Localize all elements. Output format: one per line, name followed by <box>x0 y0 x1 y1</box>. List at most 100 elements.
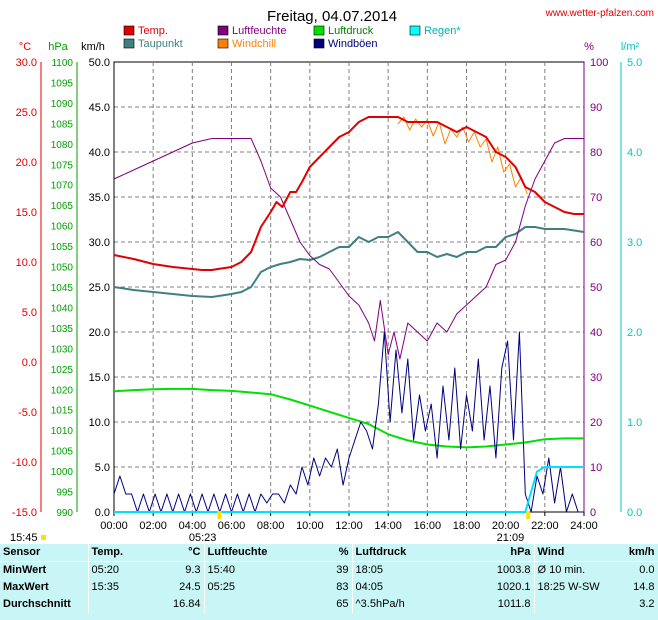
y-tick-label-wind: 40.0 <box>89 147 110 159</box>
stats-cell: 83 <box>320 579 353 596</box>
chart-background <box>0 0 658 544</box>
stats-cell: Ø 10 min. <box>537 564 586 576</box>
y-tick-label-press: 995 <box>56 488 73 499</box>
x-tick-label: 02:00 <box>139 520 167 532</box>
y-tick-label-wind: 0.0 <box>95 507 110 519</box>
stats-cell: ^3.5hPa/h <box>355 598 405 610</box>
legend: Temp. Luftfeuchte Luftdruck Regen* Taupunkt W… <box>123 25 461 50</box>
legend-swatch <box>123 25 135 36</box>
x-tick-label: 06:00 <box>218 520 246 532</box>
unit-label-wind: km/h <box>81 41 105 53</box>
y-tick-label-temp: -10.0 <box>12 457 37 469</box>
x-tick-label: 12:00 <box>335 520 363 532</box>
x-tick-label: 16:00 <box>414 520 442 532</box>
stats-header-temp-unit: °C <box>130 544 205 562</box>
legend-swatch <box>409 25 421 36</box>
y-tick-label-hum: 70 <box>590 192 602 204</box>
stats-cell: 0.0 <box>618 561 658 579</box>
stats-row-label: Durchschnitt <box>0 596 89 613</box>
stats-cell: 05:20 <box>91 564 120 576</box>
y-tick-label-wind: 30.0 <box>89 237 110 249</box>
y-tick-label-wind: 20.0 <box>89 327 110 339</box>
y-tick-label-wind: 50.0 <box>89 57 110 69</box>
y-tick-label-hum: 50 <box>590 282 602 294</box>
stats-row-avg: Durchschnitt 16.84 65 ^3.5hPa/h 1011.8 3… <box>0 596 658 613</box>
y-tick-label-press: 1080 <box>51 140 74 151</box>
stats-cell: 16.84 <box>130 596 205 613</box>
legend-label: Windchill <box>232 38 276 50</box>
series-line-gust <box>113 331 584 513</box>
y-tick-label-press: 1045 <box>51 283 74 294</box>
y-tick-label-hum: 100 <box>590 57 608 69</box>
stats-row-label: MaxWert <box>0 579 89 596</box>
chart-title: Freitag, 04.07.2014 <box>267 8 397 25</box>
x-tick-label: 18:00 <box>453 520 481 532</box>
stats-header-hum-unit: % <box>320 544 353 562</box>
x-tick-label: 04:00 <box>179 520 207 532</box>
stats-header-wind: Wind <box>534 544 619 562</box>
y-tick-label-temp: 0.0 <box>22 357 37 369</box>
stats-cell: 1003.8 <box>486 561 535 579</box>
stats-header-press: Luftdruck <box>352 544 487 562</box>
weather-chart: Freitag, 04.07.2014 www.wetter-pfalzen.c… <box>0 0 658 544</box>
stats-row-label: MinWert <box>0 561 89 579</box>
series-line-press <box>113 387 584 449</box>
stats-cell <box>88 596 130 613</box>
y-tick-label-temp: -15.0 <box>12 507 37 519</box>
y-tick-label-temp: 5.0 <box>22 307 37 319</box>
sunrise-label: 05:23 <box>189 532 217 544</box>
x-tick-label: 00:00 <box>100 520 128 532</box>
stats-header-temp: Temp. <box>88 544 130 562</box>
y-tick-label-press: 1050 <box>51 263 74 274</box>
x-tick-label: 22:00 <box>531 520 559 532</box>
stats-cell: 1020.1 <box>486 579 535 596</box>
y-tick-label-press: 1095 <box>51 78 74 89</box>
y-tick-label-temp: 10.0 <box>16 257 37 269</box>
y-tick-label-press: 1035 <box>51 324 74 335</box>
stats-table: Sensor Temp. °C Luftfeuchte % Luftdruck … <box>0 544 658 620</box>
y-tick-label-hum: 30 <box>590 372 602 384</box>
x-tick-label: 24:00 <box>570 520 598 532</box>
y-tick-label-press: 1000 <box>51 467 74 478</box>
stats-cell: 14.8 <box>618 579 658 596</box>
stats-cell: 3.2 <box>618 596 658 613</box>
y-tick-label-hum: 20 <box>590 417 602 429</box>
stats-cell: 18:05 <box>355 564 384 576</box>
stats-row-min: MinWert 05:20 9.3 15:40 39 18:05 1003.8 … <box>0 561 658 579</box>
stats-cell: 1011.8 <box>486 596 535 613</box>
stats-cell: 05:25 <box>207 581 236 593</box>
site-url[interactable]: www.wetter-pfalzen.com <box>545 8 654 19</box>
y-tick-label-press: 1020 <box>51 385 74 396</box>
stats-cell <box>204 596 320 613</box>
y-tick-label-wind: 15.0 <box>89 372 110 384</box>
sun-markers: 05:23 21:09 15:45 <box>10 511 531 544</box>
y-tick-label-press: 1070 <box>51 181 74 192</box>
y-tick-label-hum: 10 <box>590 462 602 474</box>
stats-cell <box>534 596 618 613</box>
stats-cell: 15:40 <box>207 564 236 576</box>
y-tick-label-hum: 0 <box>590 507 596 519</box>
legend-swatch <box>313 25 325 36</box>
unit-label-hum: % <box>584 41 594 53</box>
legend-swatch <box>217 38 229 49</box>
stats-header-row: Sensor Temp. °C Luftfeuchte % Luftdruck … <box>0 544 658 562</box>
y-tick-label-wind: 45.0 <box>89 102 110 114</box>
stats-header-sensor: Sensor <box>0 544 89 562</box>
axis-unit-labels: °C hPa km/h% l/m² <box>19 41 640 53</box>
sunset-label: 21:09 <box>497 532 525 544</box>
stats-cell: 18:25 W-SW <box>537 581 600 593</box>
y-tick-label-temp: 30.0 <box>16 57 37 69</box>
y-tick-label-wind: 10.0 <box>89 417 110 429</box>
y-tick-label-press: 1010 <box>51 426 74 437</box>
y-tick-label-temp: -5.0 <box>18 407 37 419</box>
legend-label: Luftdruck <box>328 25 374 37</box>
x-tick-label: 14:00 <box>374 520 402 532</box>
stats-cell: 39 <box>320 561 353 579</box>
y-tick-label-press: 1015 <box>51 406 74 417</box>
series-line-hum <box>113 138 584 360</box>
unit-label-press: hPa <box>48 41 68 53</box>
y-tick-label-rain: 4.0 <box>627 147 642 159</box>
y-tick-label-rain: 0.0 <box>627 507 642 519</box>
y-tick-label-rain: 3.0 <box>627 237 642 249</box>
y-tick-label-press: 1085 <box>51 119 74 130</box>
